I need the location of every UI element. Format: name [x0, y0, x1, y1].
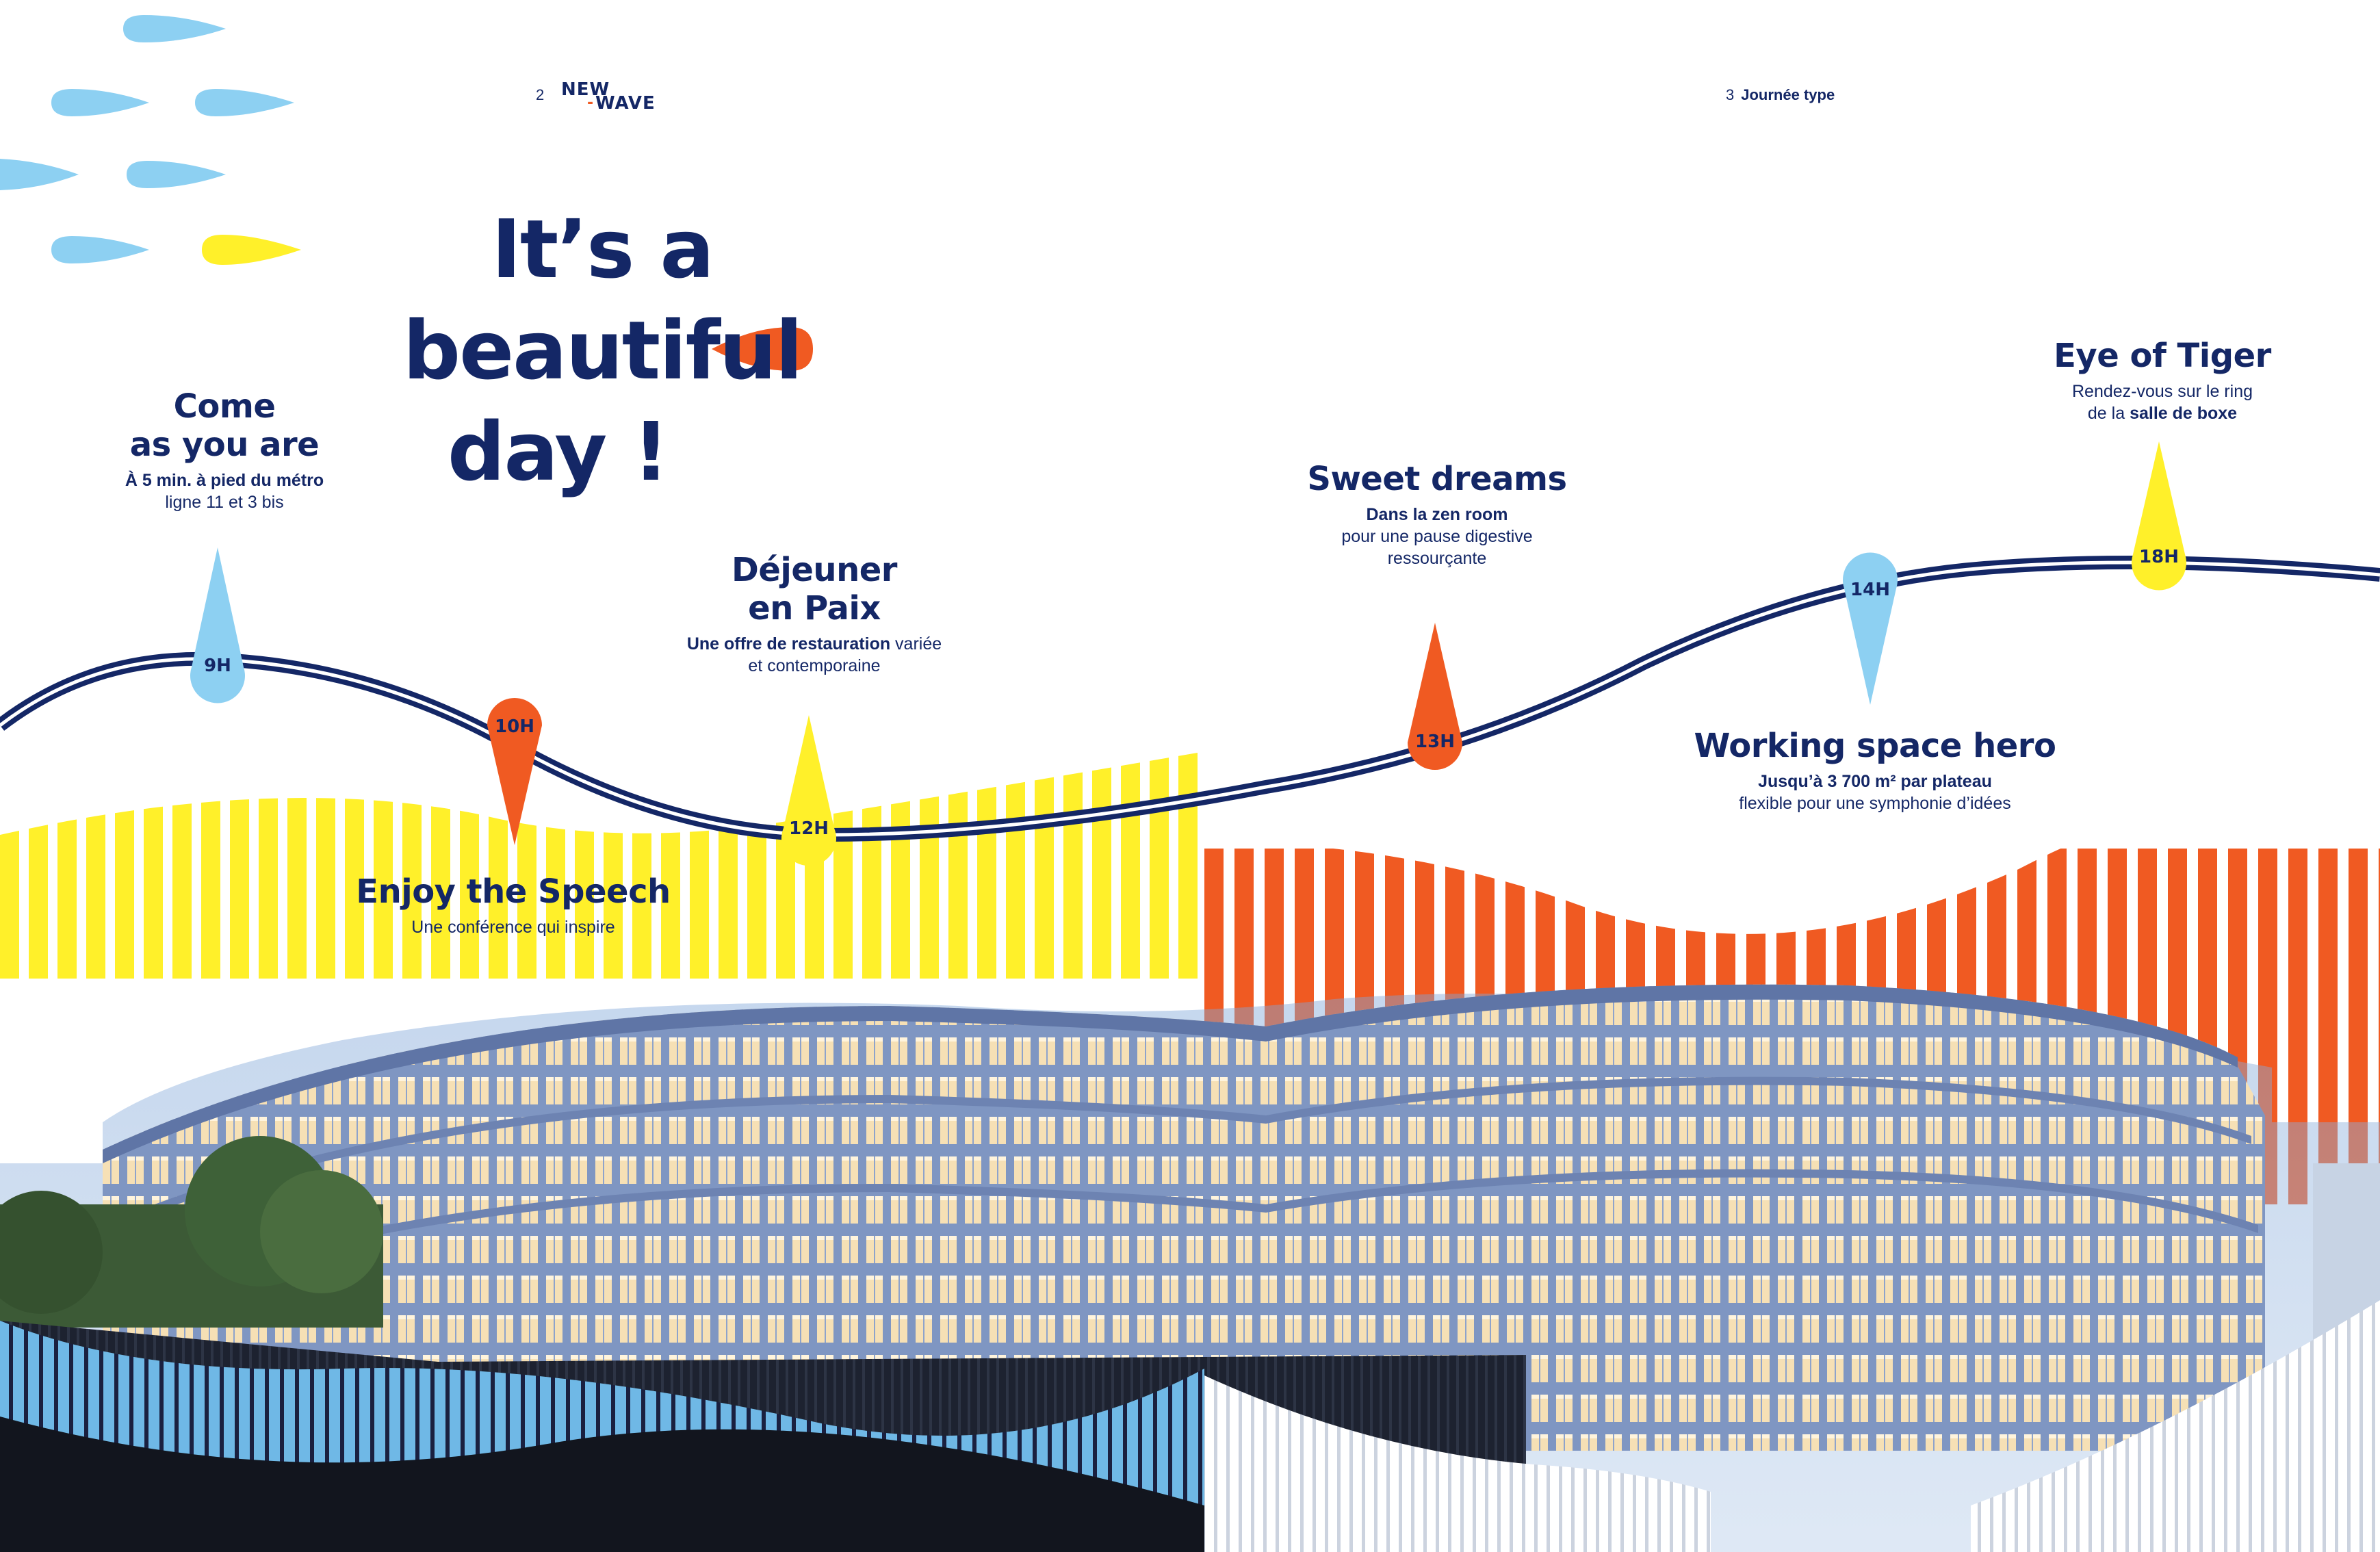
right-page-header: 3 Journée type [1726, 86, 1835, 104]
right-section-title: Journée type [1741, 86, 1835, 103]
pin-10h [487, 698, 542, 845]
stop-12h-text: Déjeuner en Paix Une offre de restauratio… [686, 551, 942, 675]
stop-13h-text: Sweet dreams Dans la zen room pour une pa… [1307, 460, 1567, 568]
page-title: It’s a beautiful day ! [402, 202, 803, 499]
hour-label-9h: 9H [204, 656, 231, 676]
pin-18h [2131, 441, 2186, 591]
hour-label-12h: 12H [789, 818, 829, 839]
hour-label-14h: 14H [1850, 580, 1890, 600]
orange-drop-decoration [712, 327, 813, 371]
hour-label-18h: 18H [2139, 547, 2179, 567]
white-fence [1204, 1375, 1711, 1552]
hour-label-10h: 10H [495, 716, 534, 737]
stop-18h-text: Eye of Tiger Rendez-vous sur le ring de l… [2054, 337, 2271, 423]
pin-13h [1408, 623, 1462, 770]
left-page-header: 2 [536, 86, 551, 104]
left-page-number: 2 [536, 86, 545, 103]
stop-9h-text: Come as you are À 5 min. à pied du métro l… [125, 387, 324, 512]
stop-10h-text: Enjoy the Speech Une conférence qui insp… [356, 872, 671, 937]
orange-band-top-mask [1204, 766, 2380, 934]
white-fence-right [1971, 1300, 2380, 1552]
new-wave-logo: NEW - WAVE [561, 79, 656, 114]
stop-14h-text: Working space hero Jusqu’à 3 700 m² par … [1694, 727, 2056, 813]
yellow-band-top-mask [0, 719, 1198, 835]
pin-9h [190, 547, 245, 703]
raindrop-decoration-group [0, 15, 294, 263]
black-wave-fence [0, 1417, 1204, 1552]
hour-label-13h: 13H [1415, 732, 1455, 752]
yellow-drop-decoration [202, 235, 301, 265]
pin-14h [1843, 552, 1898, 705]
right-page-number: 3 [1726, 86, 1735, 103]
pin-12h [781, 715, 836, 866]
